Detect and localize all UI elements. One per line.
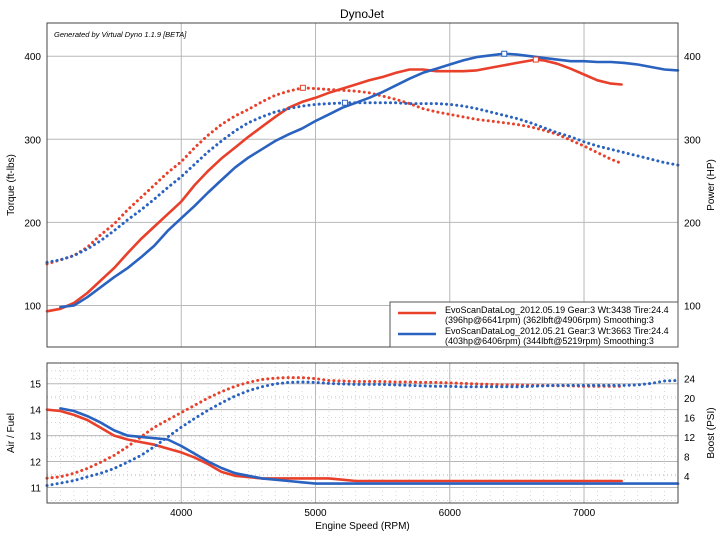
legend-entry-line1: EvoScanDataLog_2012.05.19 Gear:3 Wt:3438… [445, 305, 669, 315]
plot-frame [46, 22, 679, 348]
y-right-tick-label: 24 [684, 375, 696, 386]
y-right-tick-label: 100 [684, 301, 701, 312]
x-tick-label: 7000 [573, 508, 596, 519]
y-right-axis-label: Boost (PSI) [706, 407, 717, 458]
y-left-tick-label: 13 [30, 432, 42, 443]
y-right-axis-label: Power (HP) [706, 159, 717, 211]
series-air_fuel-run1 [45, 408, 623, 483]
y-left-tick-label: 300 [24, 135, 41, 146]
legend-box [389, 301, 679, 348]
afr-boost-panel: 11 12 13 14 15 4 8 12 16 20 24 4000 5000 6000 7000 Air … [6, 362, 717, 532]
legend-entry-line1: EvoScanDataLog_2012.05.21 Gear:3 Wt:3663… [445, 326, 669, 336]
plot-frame [46, 362, 679, 504]
plot-area [47, 23, 678, 347]
series-power-run2 [59, 52, 680, 309]
series-torque-run1 [45, 86, 624, 266]
y-right-tick-label: 12 [684, 433, 696, 444]
y-right-tick-label: 20 [684, 394, 696, 405]
y-right-tick-label: 400 [684, 52, 701, 63]
x-tick-label: 6000 [439, 508, 462, 519]
legend-entry-line2: (396hp@6641rpm) (362lbft@4906rpm) Smooth… [445, 315, 654, 325]
y-right-tick-label: 4 [684, 472, 690, 483]
peak-marker [341, 99, 348, 106]
y-right-tick-label: 200 [684, 218, 701, 229]
x-tick-label: 4000 [170, 508, 193, 519]
series-power-run1 [45, 58, 623, 313]
watermark-text: Generated by Virtual Dyno 1.1.9 [BETA] [54, 30, 187, 39]
peak-marker [501, 50, 508, 57]
y-left-tick-label: 100 [24, 301, 41, 312]
x-axis-label: Engine Speed (RPM) [315, 521, 410, 532]
series-torque-run2 [45, 101, 680, 264]
y-left-tick-label: 15 [30, 380, 42, 391]
y-left-tick-label: 14 [30, 406, 42, 417]
peak-marker [532, 56, 539, 63]
torque-power-panel: 100 200 300 400 100 200 300 400 Torque (ft-lbs) P… [6, 22, 717, 348]
series-air_fuel-run2 [59, 407, 680, 485]
y-left-tick-label: 12 [30, 458, 42, 469]
x-tick-label: 5000 [304, 508, 327, 519]
legend-entry-line2: (403hp@6406rpm) (344lbft@5219rpm) Smooth… [445, 336, 654, 346]
y-right-tick-label: 300 [684, 135, 701, 146]
y-left-axis-label: Torque (ft-lbs) [6, 154, 17, 216]
series-boost-run2 [45, 379, 680, 487]
y-right-tick-label: 16 [684, 413, 696, 424]
y-left-axis-label: Air / Fuel [6, 413, 17, 453]
chart-title: DynoJet [340, 7, 385, 21]
y-right-tick-label: 8 [684, 452, 690, 463]
legend: EvoScanDataLog_2012.05.19 Gear:3 Wt:3438… [389, 301, 679, 348]
y-left-tick-label: 400 [24, 52, 41, 63]
y-left-tick-label: 11 [31, 483, 42, 494]
y-left-tick-label: 200 [24, 218, 41, 229]
peak-marker [299, 84, 306, 91]
